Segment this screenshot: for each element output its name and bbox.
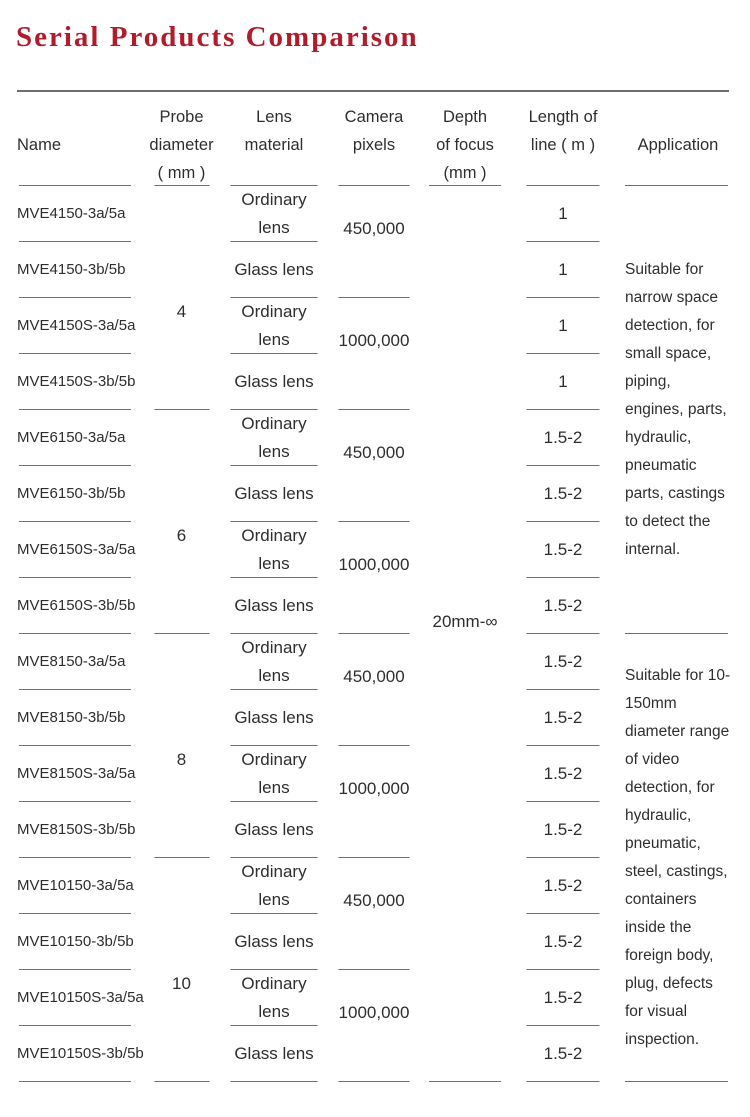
camera-pixels-cell: 1000,000 [330, 970, 418, 1082]
name-cell: MVE6150-3a/5a [17, 410, 145, 467]
probe-diameter-cell: 6 [145, 410, 218, 634]
length-of-line-cell: 1.5-2 [512, 858, 614, 914]
name-cell: MVE6150S-3b/5b [17, 578, 145, 635]
lens-material-cell: Ordinary lens [218, 522, 330, 578]
name-cell: MVE4150-3b/5b [17, 242, 145, 299]
name-cell: MVE4150-3a/5a [17, 186, 145, 243]
camera-pixels-cell: 1000,000 [330, 746, 418, 858]
header-line: material [244, 135, 304, 154]
lens-material-cell: Ordinary lens [218, 186, 330, 242]
name-cell: MVE10150-3a/5a [17, 858, 145, 915]
name-cell: MVE8150-3b/5b [17, 690, 145, 747]
header-line: ( mm ) [157, 163, 206, 182]
lens-material-cell: Glass lens [218, 914, 330, 970]
header-line: Probe [159, 107, 204, 126]
probe-diameter-cell: 10 [145, 858, 218, 1082]
products-comparison-table: Name Probe diameter ( mm ) Lens material… [17, 92, 750, 1083]
column-header-length-of-line: Length of line ( m ) [512, 92, 614, 186]
depth-of-focus-cell: 20mm-∞ [418, 186, 512, 1082]
column-header-name: Name [17, 92, 145, 187]
length-of-line-cell: 1.5-2 [512, 578, 614, 634]
length-of-line-cell: 1.5-2 [512, 1026, 614, 1082]
length-of-line-cell: 1.5-2 [512, 914, 614, 970]
column-header-lens-material: Lens material [218, 92, 330, 186]
header-line: Length of [528, 107, 598, 126]
probe-diameter-cell: 4 [145, 186, 218, 410]
length-of-line-cell: 1.5-2 [512, 690, 614, 746]
lens-material-cell: Ordinary lens [218, 298, 330, 354]
header-line: line ( m ) [530, 135, 596, 154]
lens-material-cell: Ordinary lens [218, 858, 330, 914]
length-of-line-cell: 1.5-2 [512, 466, 614, 522]
header-line: Camera [344, 107, 404, 126]
camera-pixels-cell: 1000,000 [330, 522, 418, 634]
camera-pixels-cell: 1000,000 [330, 298, 418, 410]
lens-material-cell: Glass lens [218, 578, 330, 634]
lens-material-cell: Glass lens [218, 354, 330, 410]
header-line: of focus [436, 135, 494, 154]
column-header-application: Application [614, 92, 733, 187]
length-of-line-cell: 1.5-2 [512, 970, 614, 1026]
lens-material-cell: Ordinary lens [218, 410, 330, 466]
length-of-line-cell: 1.5-2 [512, 746, 614, 802]
name-cell: MVE10150-3b/5b [17, 914, 145, 971]
name-cell: MVE8150S-3a/5a [17, 746, 145, 803]
application-cell: Suitable for narrow space detection, for… [614, 186, 733, 635]
lens-material-cell: Glass lens [218, 1026, 330, 1082]
camera-pixels-cell: 450,000 [330, 186, 418, 298]
header-line: (mm ) [443, 163, 487, 182]
lens-material-cell: Ordinary lens [218, 970, 330, 1026]
length-of-line-cell: 1.5-2 [512, 802, 614, 858]
header-line: pixels [352, 135, 396, 154]
lens-material-cell: Glass lens [218, 802, 330, 858]
lens-material-cell: Glass lens [218, 242, 330, 298]
length-of-line-cell: 1.5-2 [512, 410, 614, 466]
probe-diameter-cell: 8 [145, 634, 218, 858]
name-cell: MVE10150S-3b/5b [17, 1026, 145, 1083]
name-cell: MVE4150S-3b/5b [17, 354, 145, 411]
application-cell: Suitable for 10-150mm diameter range of … [614, 634, 733, 1083]
length-of-line-cell: 1 [512, 354, 614, 410]
lens-material-cell: Ordinary lens [218, 746, 330, 802]
page-title: Serial Products Comparison [16, 21, 419, 53]
lens-material-cell: Ordinary lens [218, 634, 330, 690]
name-cell: MVE8150S-3b/5b [17, 802, 145, 859]
lens-material-cell: Glass lens [218, 690, 330, 746]
name-cell: MVE8150-3a/5a [17, 634, 145, 691]
name-cell: MVE10150S-3a/5a [17, 970, 145, 1027]
header-line: Depth [442, 107, 488, 126]
name-cell: MVE6150-3b/5b [17, 466, 145, 523]
length-of-line-cell: 1 [512, 186, 614, 242]
column-header-probe-diameter: Probe diameter ( mm ) [145, 92, 218, 186]
length-of-line-cell: 1 [512, 298, 614, 354]
lens-material-cell: Glass lens [218, 466, 330, 522]
column-header-camera-pixels: Camera pixels [330, 92, 418, 186]
length-of-line-cell: 1.5-2 [512, 634, 614, 690]
camera-pixels-cell: 450,000 [330, 634, 418, 746]
camera-pixels-cell: 450,000 [330, 410, 418, 522]
name-cell: MVE4150S-3a/5a [17, 298, 145, 355]
length-of-line-cell: 1 [512, 242, 614, 298]
name-cell: MVE6150S-3a/5a [17, 522, 145, 579]
header-line: Lens [256, 107, 292, 126]
column-header-depth-of-focus: Depth of focus (mm ) [418, 92, 512, 186]
camera-pixels-cell: 450,000 [330, 858, 418, 970]
length-of-line-cell: 1.5-2 [512, 522, 614, 578]
header-line: diameter [149, 135, 214, 154]
